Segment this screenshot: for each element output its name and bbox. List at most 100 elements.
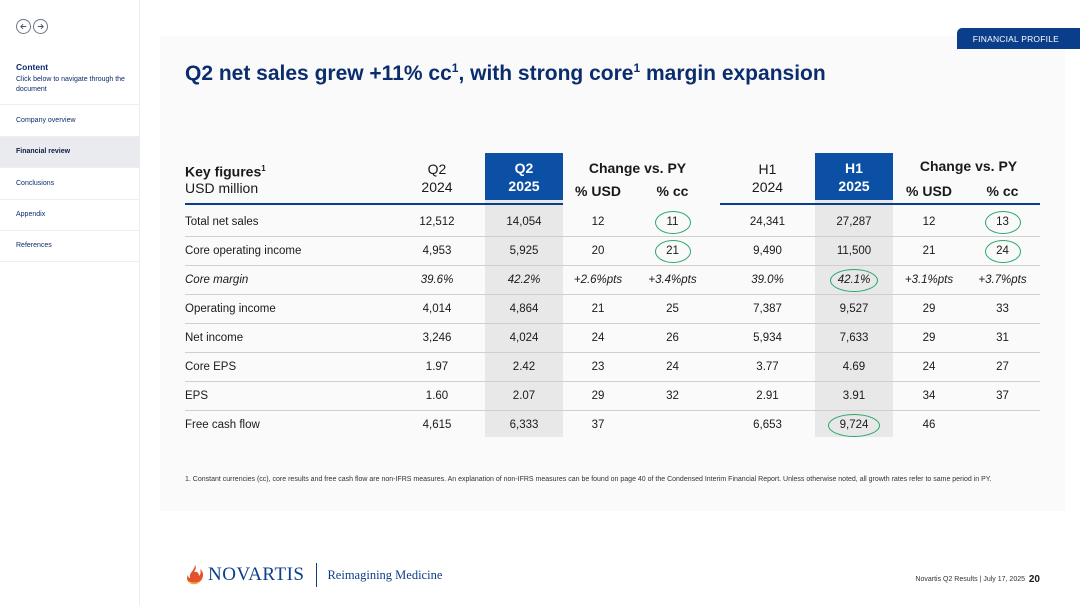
page-number: 20 [1028, 574, 1040, 585]
h1-2024-header: H1 2024 [751, 161, 784, 195]
cell-h-cc: 31 [996, 332, 1009, 344]
cell-h1-2025: 27,287 [836, 216, 872, 228]
unit-label: USD million [185, 180, 259, 196]
novartis-logo: NOVARTIS Reimagining Medicine [185, 563, 442, 587]
cell-q-usd: +2.6%pts [573, 274, 623, 286]
cell-q-usd: 29 [591, 390, 605, 402]
cell-label: Core margin [185, 274, 249, 286]
table-row: EPS 1.60 2.07 29 32 2.91 3.91 34 37 [185, 382, 1040, 411]
q2-2025-column-shade [485, 153, 563, 437]
cell-h1-2024: 7,387 [753, 303, 782, 315]
sidebar-nav: Company overview Financial review Conclu… [0, 104, 139, 262]
change-q-header: Change vs. PY [588, 160, 687, 176]
cell-q2-2025: 4,864 [509, 303, 539, 315]
logo-tagline: Reimagining Medicine [327, 567, 443, 582]
cell-q2-2025: 2.07 [512, 390, 536, 402]
sidebar-item-references[interactable]: References [0, 230, 139, 262]
cell-q2-2024: 4,615 [422, 419, 452, 431]
cell-label: EPS [185, 390, 209, 402]
pct-cc-q-header: % cc [656, 183, 689, 199]
cell-h-usd: 46 [922, 419, 936, 431]
logo-divider [316, 563, 318, 587]
h1-2025-column-shade [815, 153, 893, 437]
change-h-header: Change vs. PY [919, 158, 1018, 174]
cell-h-cc: 37 [996, 390, 1009, 402]
h1-2025-header: H1 2025 [815, 153, 893, 200]
sidebar: Content Click below to navigate through … [0, 0, 140, 605]
footer-doc-info: Novartis Q2 Results | July 17, 2025 [915, 576, 1025, 583]
table-row: Net income 3,246 4,024 24 26 5,934 7,633 29 31 [185, 324, 1040, 353]
cell-h1-2025: 7,633 [839, 332, 869, 344]
sidebar-title: Content [16, 62, 49, 72]
key-figures-table: Key figures1 USD million Q2 2024 Q2 2025 C… [185, 150, 1040, 440]
sidebar-item-appendix[interactable]: Appendix [0, 198, 139, 231]
cell-q2-2025: 14,054 [506, 216, 542, 228]
cell-h-usd: 24 [922, 361, 936, 373]
arrow-left-icon[interactable] [16, 19, 31, 34]
nav-arrows [16, 19, 48, 34]
content-panel [160, 36, 1065, 511]
cell-q2-2024: 3,246 [422, 332, 452, 344]
cell-q2-2024: 4,953 [422, 245, 452, 257]
table-row: Core margin 39.6% 42.2% +2.6%pts +3.4%pts 39.… [185, 266, 1040, 295]
cell-h1-2025: 3.91 [842, 390, 866, 402]
header-rule-right [720, 203, 1040, 205]
cell-h1-2025: 42.1% [837, 274, 871, 286]
cell-q-usd: 37 [591, 419, 605, 431]
cell-q-cc: 24 [666, 361, 679, 373]
cell-h1-2024: 3.77 [756, 361, 779, 373]
cell-q2-2025: 2.42 [512, 361, 536, 373]
table-row: Free cash flow 4,615 6,333 37 6,653 9,724 46 [185, 411, 1040, 440]
cell-h-cc: 13 [996, 216, 1009, 228]
cell-q-usd: 12 [591, 216, 605, 228]
sidebar-subtitle: Click below to navigate through the docu… [16, 76, 125, 93]
cell-q2-2025: 4,024 [509, 332, 539, 344]
cell-q-cc: 11 [666, 216, 679, 228]
cell-q-cc: 26 [666, 332, 679, 344]
cell-h-cc: 33 [996, 303, 1009, 315]
cell-q2-2025: 5,925 [509, 245, 539, 257]
cell-q-usd: 20 [591, 245, 605, 257]
cell-h-usd: 29 [922, 332, 936, 344]
table-row: Core EPS 1.97 2.42 23 24 3.77 4.69 24 27 [185, 353, 1040, 382]
cell-q-cc: 21 [666, 245, 679, 257]
cell-h1-2024: 9,490 [753, 245, 782, 257]
cell-q-cc: 25 [666, 303, 679, 315]
cell-label: Operating income [185, 303, 276, 315]
sidebar-item-company-overview[interactable]: Company overview [0, 104, 139, 136]
cell-h-usd: +3.1%pts [904, 274, 954, 286]
cell-q-cc [640, 411, 705, 440]
cell-q2-2025: 6,333 [509, 419, 539, 431]
sidebar-item-financial-review[interactable]: Financial review [0, 135, 139, 167]
cell-q-cc: +3.4%pts [648, 274, 697, 286]
cell-q-cc: 32 [666, 390, 679, 402]
q2-2025-header: Q2 2025 [485, 153, 563, 200]
cell-h1-2024: 39.0% [751, 274, 784, 286]
pct-usd-h-header: % USD [906, 183, 952, 199]
pct-usd-q-header: % USD [575, 183, 621, 199]
cell-q2-2024: 1.97 [425, 361, 449, 373]
cell-label: Core EPS [185, 361, 237, 373]
cell-q2-2025: 42.2% [507, 274, 541, 286]
cell-q-usd: 23 [591, 361, 605, 373]
cell-q2-2024: 12,512 [419, 216, 455, 228]
cell-label: Free cash flow [185, 419, 260, 431]
cell-label: Core operating income [185, 245, 302, 257]
cell-q2-2024: 4,014 [422, 303, 452, 315]
section-tag: FINANCIAL PROFILE [956, 28, 1080, 49]
cell-h-cc: 24 [996, 245, 1009, 257]
flame-icon [187, 565, 204, 585]
sidebar-item-conclusions[interactable]: Conclusions [0, 167, 139, 199]
cell-h-usd: 12 [922, 216, 936, 228]
logo-wordmark: NOVARTIS [208, 564, 305, 585]
cell-q2-2024: 39.6% [420, 274, 454, 286]
cell-h-usd: 29 [922, 303, 936, 315]
cell-h-usd: 34 [922, 390, 936, 402]
page-title: Q2 net sales grew +11% cc1, with strong … [185, 61, 826, 85]
cell-h1-2024: 2.91 [756, 390, 779, 402]
arrow-right-icon[interactable] [33, 19, 48, 34]
key-figures-heading: Key figures1 [185, 163, 266, 180]
table-row: Core operating income 4,953 5,925 20 21 9,490… [185, 237, 1040, 266]
cell-h1-2025: 9,724 [839, 419, 869, 431]
cell-h1-2025: 4.69 [842, 361, 866, 373]
